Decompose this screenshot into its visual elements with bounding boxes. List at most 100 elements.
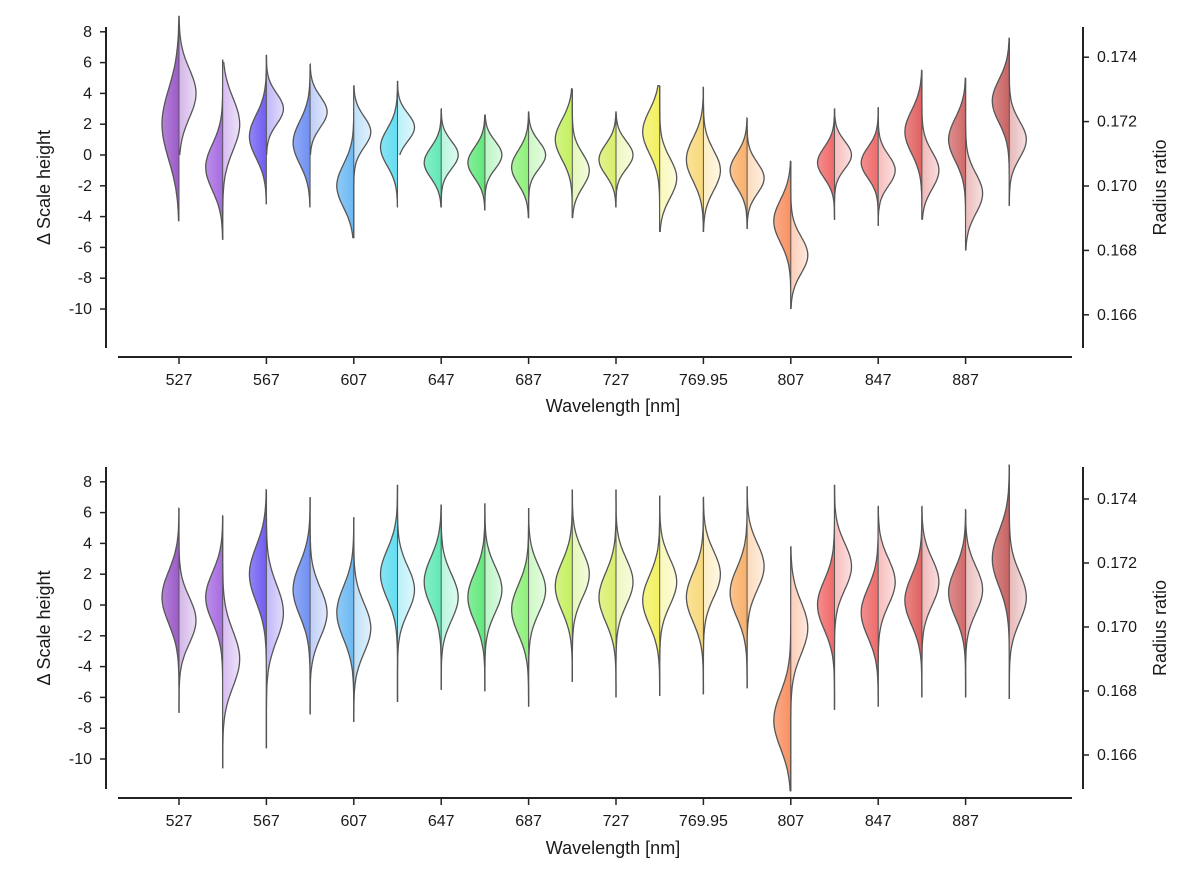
violin-half-left: [293, 497, 311, 715]
violin-outline-right: [615, 111, 634, 208]
violin: [379, 484, 416, 703]
x-axis-title: Wavelength [nm]: [546, 838, 680, 858]
y-axis-right-title: Radius ratio: [1150, 139, 1170, 235]
violin: [510, 111, 547, 219]
violin: [248, 488, 285, 749]
violin-half-right: [659, 85, 677, 232]
x-tick-label: 647: [428, 372, 455, 389]
y-left-tick-label: -6: [78, 689, 92, 706]
x-tick-label: 847: [865, 372, 892, 389]
violin-outline-left: [598, 111, 617, 208]
x-tick-label: 687: [515, 372, 542, 389]
violin-half-right: [878, 107, 896, 226]
x-axis-title: Wavelength [nm]: [546, 396, 680, 416]
violin-half-right: [921, 506, 939, 698]
violin-half-right: [965, 78, 983, 251]
y-axis-right-title: Radius ratio: [1150, 580, 1170, 676]
y-left-tick-label: 8: [83, 474, 92, 491]
violin: [554, 88, 590, 219]
violin: [554, 489, 590, 682]
violin: [729, 117, 765, 229]
violin: [205, 59, 241, 240]
violin-half-right: [310, 497, 328, 715]
violin-half-right: [222, 515, 240, 769]
violin-half-left: [904, 506, 922, 698]
violin-half-right: [747, 486, 765, 689]
violin-half-left: [948, 509, 966, 698]
violin-half-left: [249, 54, 267, 205]
y-right-tick-label: 0.166: [1097, 747, 1137, 764]
violin-outline-left: [467, 503, 486, 692]
x-tick-label: 807: [777, 813, 804, 830]
violin-half-left: [555, 489, 573, 682]
violin: [642, 495, 678, 696]
violin-outline-right: [265, 54, 285, 156]
y-left-tick-label: -2: [78, 178, 92, 195]
violin-half-left: [380, 81, 398, 208]
violin: [991, 464, 1027, 699]
violin-half-right: [790, 161, 808, 309]
violin-half-right: [616, 489, 633, 698]
violin: [816, 108, 853, 220]
violin-half-right: [484, 503, 502, 692]
violin: [685, 496, 722, 695]
violin-half-left: [642, 85, 660, 232]
x-tick-label: 527: [166, 813, 193, 830]
x-tick-label: 769.95: [679, 813, 728, 830]
violin-half-right: [266, 54, 284, 155]
violin-half-right: [1009, 464, 1027, 699]
violin-half-left: [686, 87, 704, 232]
violin-half-left: [293, 64, 311, 208]
violin-half-left: [205, 515, 223, 769]
x-tick-label: 887: [952, 372, 979, 389]
violin-outline-left: [379, 81, 399, 208]
violin-outline-left: [467, 114, 486, 211]
violin: [598, 489, 634, 698]
violin-half-left: [599, 111, 616, 208]
x-tick-label: 607: [340, 372, 367, 389]
violin-half-left: [424, 108, 442, 208]
violin-half-left: [773, 546, 791, 792]
violin-half-left: [424, 504, 442, 690]
violin-outline-left: [510, 111, 530, 219]
violin: [816, 484, 853, 710]
violin-half-right: [222, 62, 240, 240]
violin-half-left: [599, 489, 616, 698]
violin-half-left: [730, 486, 748, 689]
violin: [423, 504, 459, 690]
y-left-tick-label: 8: [83, 24, 92, 41]
y-left-tick-label: -4: [78, 209, 92, 226]
y-left-tick-label: 6: [83, 55, 92, 72]
violin: [991, 37, 1027, 206]
y-right-tick-label: 0.172: [1097, 555, 1137, 572]
violin-half-left: [467, 114, 485, 211]
x-tick-label: 527: [166, 372, 193, 389]
violin: [336, 517, 372, 723]
violin: [248, 54, 285, 205]
y-left-tick-label: -10: [69, 301, 92, 318]
violin-half-right: [790, 546, 808, 792]
violin-outline-left: [685, 86, 704, 232]
violin: [773, 545, 809, 792]
violin-half-left: [730, 118, 748, 229]
violin: [292, 497, 328, 715]
x-tick-label: 567: [253, 372, 280, 389]
y-axis-left-title: Δ Scale height: [34, 570, 54, 685]
violin-half-right: [484, 114, 502, 211]
violin-outline-left: [729, 117, 748, 229]
violin-half-right: [397, 484, 415, 703]
violin-half-left: [511, 111, 529, 219]
violin-half-right: [441, 504, 459, 690]
violin-half-left: [861, 107, 879, 226]
x-tick-label: 887: [952, 813, 979, 830]
violin-half-left: [467, 503, 485, 692]
y-axis-left-title: Δ Scale height: [34, 130, 54, 245]
violin-half-right: [179, 16, 196, 156]
y-right-tick-label: 0.174: [1097, 49, 1137, 66]
y-left-tick-label: 2: [83, 116, 92, 133]
violin: [860, 505, 896, 707]
violin-outline-right: [309, 63, 328, 156]
y-left-tick-label: 6: [83, 505, 92, 522]
